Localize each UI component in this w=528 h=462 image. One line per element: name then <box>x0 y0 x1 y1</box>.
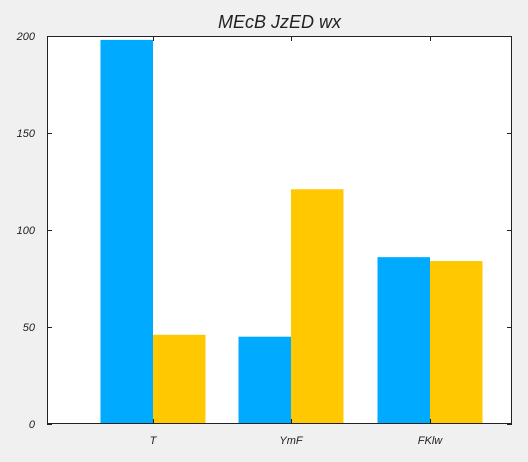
bars-layer <box>100 39 483 424</box>
bar-T-series-2 <box>153 334 206 424</box>
bar-YmF-series-2 <box>291 189 344 424</box>
y-tick-label: 150 <box>17 128 36 140</box>
ticks-layer: T YmF FKlw 0 50 100 150 200 <box>16 31 512 447</box>
y-tick-label: 50 <box>23 322 36 334</box>
x-tick-label: YmF <box>279 435 304 447</box>
bar-YmF-series-1 <box>238 336 291 424</box>
y-tick-label: 0 <box>29 419 36 431</box>
x-tick-label: FKlw <box>418 435 444 447</box>
bar-T-series-1 <box>100 39 153 424</box>
chart-title: MEcB JzED wx <box>218 12 342 32</box>
y-tick-label: 100 <box>17 225 36 237</box>
bar-FKlw-series-1 <box>377 257 430 424</box>
x-tick-label: T <box>150 435 158 447</box>
bar-FKlw-series-2 <box>430 261 483 424</box>
y-tick-label: 200 <box>16 31 36 43</box>
